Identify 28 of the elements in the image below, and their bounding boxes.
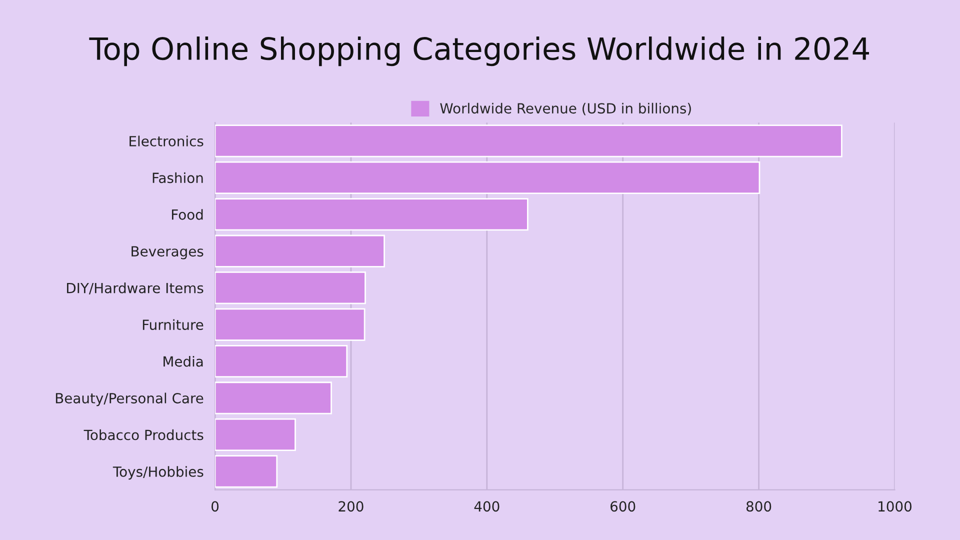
x-tick-label: 200 <box>338 501 364 512</box>
x-tick-label: 0 <box>212 501 219 512</box>
y-tick-label: DIY/Hardware Items <box>67 282 204 294</box>
y-tick-label: Beauty/Personal Care <box>56 392 204 406</box>
y-tick-label: Furniture <box>142 319 204 330</box>
bar <box>215 124 842 158</box>
bar <box>215 382 332 414</box>
bar <box>215 234 385 268</box>
legend-label: Worldwide Revenue (USD in billions) <box>440 102 691 116</box>
bar <box>215 455 278 488</box>
bar <box>215 344 348 378</box>
x-tick-label: 600 <box>610 501 636 512</box>
y-tick-label: Toys/Hobbies <box>112 466 204 480</box>
bar <box>215 161 760 194</box>
bar <box>215 418 296 451</box>
y-tick-label: Media <box>164 356 203 367</box>
y-tick-label: Tobacco Products <box>84 429 204 440</box>
bar <box>215 198 528 231</box>
x-tick-label: 400 <box>474 501 500 512</box>
y-tick-label: Beverages <box>132 246 204 260</box>
y-tick-label: Electronics <box>130 136 204 146</box>
y-tick-label: Fashion <box>152 172 203 184</box>
bar <box>215 308 366 341</box>
chart-title: Top Online Shopping Categories Worldwide in 2024 <box>89 36 869 66</box>
y-tick-label: Food <box>172 209 203 220</box>
x-tick-label: 1000 <box>878 501 912 512</box>
x-tick-label: 800 <box>746 501 772 512</box>
bar <box>215 272 366 304</box>
